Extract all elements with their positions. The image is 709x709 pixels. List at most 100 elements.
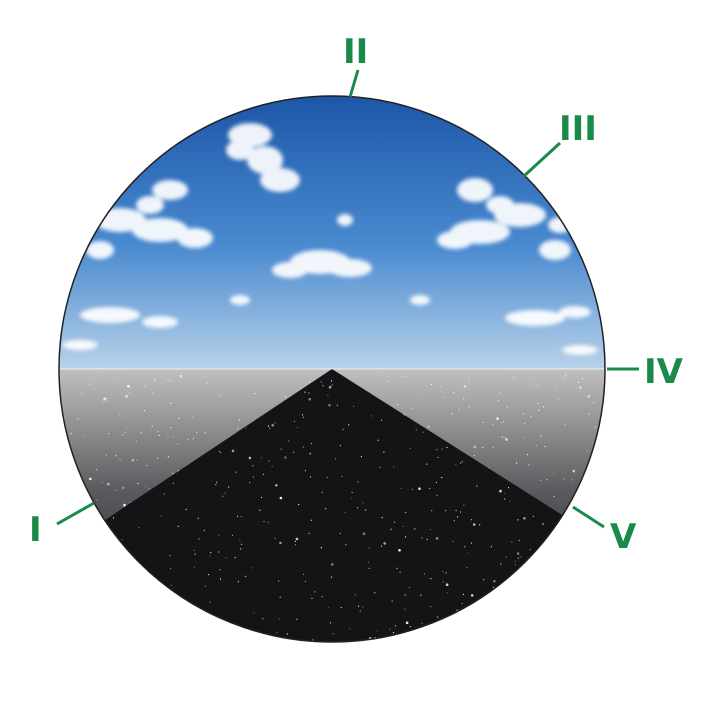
star bbox=[436, 622, 439, 625]
star bbox=[452, 391, 455, 393]
star bbox=[158, 434, 160, 436]
star bbox=[109, 543, 111, 546]
star bbox=[359, 610, 361, 612]
star bbox=[59, 621, 61, 624]
star bbox=[572, 469, 576, 473]
star bbox=[505, 438, 508, 441]
star bbox=[499, 640, 501, 642]
star bbox=[157, 457, 159, 459]
star bbox=[131, 459, 135, 462]
star bbox=[237, 515, 239, 517]
star bbox=[427, 425, 430, 429]
star bbox=[394, 521, 396, 523]
star bbox=[461, 461, 463, 463]
star bbox=[426, 538, 428, 541]
star bbox=[362, 532, 366, 535]
star bbox=[499, 636, 501, 638]
star bbox=[77, 418, 79, 420]
star bbox=[574, 571, 576, 574]
star bbox=[124, 431, 126, 433]
star bbox=[163, 493, 165, 495]
star bbox=[177, 443, 179, 445]
cloud bbox=[142, 316, 178, 328]
star bbox=[215, 484, 217, 486]
star bbox=[260, 496, 263, 499]
star bbox=[592, 552, 594, 554]
star bbox=[89, 383, 91, 385]
star bbox=[546, 479, 548, 481]
star bbox=[118, 458, 120, 460]
star bbox=[269, 427, 271, 429]
star bbox=[418, 487, 421, 491]
star bbox=[167, 456, 169, 458]
star bbox=[121, 418, 123, 420]
cloud bbox=[457, 178, 493, 202]
star bbox=[327, 607, 329, 609]
star bbox=[130, 558, 132, 560]
star bbox=[574, 592, 578, 595]
star bbox=[482, 446, 484, 448]
marker-label-v: V bbox=[610, 517, 637, 557]
star bbox=[284, 456, 287, 459]
star bbox=[441, 448, 443, 450]
star bbox=[376, 630, 378, 632]
star bbox=[504, 498, 506, 500]
star bbox=[344, 511, 346, 514]
star bbox=[198, 538, 200, 540]
star bbox=[360, 456, 362, 458]
star bbox=[515, 461, 517, 463]
star bbox=[314, 591, 316, 593]
star bbox=[556, 618, 558, 620]
star bbox=[500, 563, 502, 565]
star bbox=[559, 570, 561, 572]
star bbox=[136, 459, 138, 461]
star bbox=[429, 528, 431, 531]
star bbox=[209, 601, 211, 603]
star bbox=[325, 508, 327, 510]
star bbox=[262, 618, 264, 620]
star bbox=[387, 380, 389, 382]
star bbox=[553, 495, 555, 498]
star bbox=[552, 558, 554, 560]
star bbox=[304, 580, 306, 582]
star bbox=[167, 437, 169, 439]
star bbox=[507, 620, 510, 622]
star bbox=[444, 397, 446, 399]
star bbox=[237, 581, 239, 583]
star bbox=[235, 471, 237, 473]
star bbox=[113, 600, 115, 602]
star bbox=[240, 516, 242, 518]
star bbox=[524, 423, 526, 425]
star bbox=[294, 540, 296, 543]
star bbox=[70, 529, 72, 531]
star bbox=[105, 397, 107, 399]
star bbox=[599, 439, 601, 441]
star bbox=[296, 618, 298, 621]
star bbox=[340, 607, 342, 609]
star bbox=[583, 589, 586, 591]
star bbox=[179, 375, 183, 378]
star bbox=[219, 569, 221, 571]
star bbox=[453, 615, 456, 618]
star bbox=[310, 519, 312, 521]
star bbox=[365, 509, 367, 511]
star bbox=[593, 601, 595, 603]
star bbox=[470, 542, 473, 544]
star bbox=[311, 597, 313, 600]
star bbox=[463, 504, 465, 506]
star bbox=[145, 572, 147, 574]
star bbox=[411, 488, 414, 490]
cloud bbox=[132, 218, 188, 242]
star bbox=[218, 551, 220, 553]
star bbox=[268, 460, 270, 462]
star bbox=[220, 395, 222, 397]
star bbox=[260, 457, 262, 459]
star bbox=[497, 399, 500, 402]
star bbox=[146, 464, 148, 467]
star bbox=[398, 549, 401, 552]
star bbox=[403, 414, 405, 416]
star bbox=[540, 605, 542, 607]
star bbox=[383, 451, 385, 453]
star bbox=[342, 428, 344, 430]
star bbox=[470, 594, 474, 597]
